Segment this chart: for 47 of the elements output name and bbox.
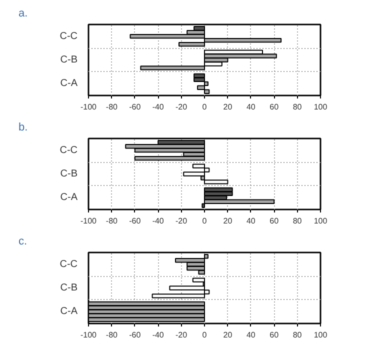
x-tick-label: 20: [223, 216, 233, 226]
x-tick-label: -40: [152, 330, 164, 340]
x-tick-label: 80: [292, 330, 302, 340]
x-tick-label: -20: [176, 216, 188, 226]
x-tick-label: -60: [129, 102, 142, 112]
x-tick-label: 60: [270, 216, 280, 226]
chart-title: a.: [18, 8, 28, 20]
x-tick-label: 40: [246, 216, 256, 226]
x-tick-label: 20: [223, 330, 233, 340]
x-tick-label: -60: [129, 216, 142, 226]
x-tick-label: 20: [223, 102, 233, 112]
x-tick-label: -80: [106, 330, 118, 340]
x-tick-label: 60: [270, 330, 280, 340]
x-tick-label: 40: [246, 102, 256, 112]
x-tick-label: -40: [152, 102, 164, 112]
y-tick-label: C-B: [60, 54, 78, 66]
chart-title: c.: [18, 236, 28, 248]
y-tick-label: C-A: [60, 78, 78, 90]
bar: [204, 54, 277, 58]
y-tick-label: C-C: [60, 144, 78, 156]
x-tick-label: -80: [106, 216, 118, 226]
x-tick-label: -80: [106, 102, 118, 112]
x-tick-label: -100: [80, 216, 98, 226]
x-tick-label: -100: [80, 102, 98, 112]
x-tick-label: 0: [202, 102, 208, 112]
x-tick-label: 0: [202, 216, 208, 226]
x-tick-label: -60: [129, 330, 142, 340]
x-tick-label: 40: [246, 330, 256, 340]
y-tick-label: C-B: [60, 168, 78, 180]
y-tick-label: C-C: [60, 30, 78, 42]
bar: [204, 199, 275, 204]
x-tick-label: -20: [176, 330, 188, 340]
x-tick-label: 0: [202, 330, 208, 340]
x-tick-label: -100: [80, 330, 98, 340]
x-tick-label: 80: [292, 102, 302, 112]
x-tick-label: 60: [270, 102, 280, 112]
y-tick-label: C-A: [60, 306, 78, 318]
x-tick-label: -40: [152, 216, 164, 226]
y-tick-label: C-B: [60, 282, 78, 294]
x-tick-label: 100: [314, 216, 328, 226]
x-tick-label: -20: [176, 102, 188, 112]
x-tick-label: 100: [314, 102, 328, 112]
y-tick-label: C-A: [60, 192, 78, 204]
x-tick-label: 80: [292, 216, 302, 226]
x-tick-label: 100: [314, 330, 328, 340]
chart-title: b.: [18, 122, 28, 134]
y-tick-label: C-C: [60, 258, 78, 270]
